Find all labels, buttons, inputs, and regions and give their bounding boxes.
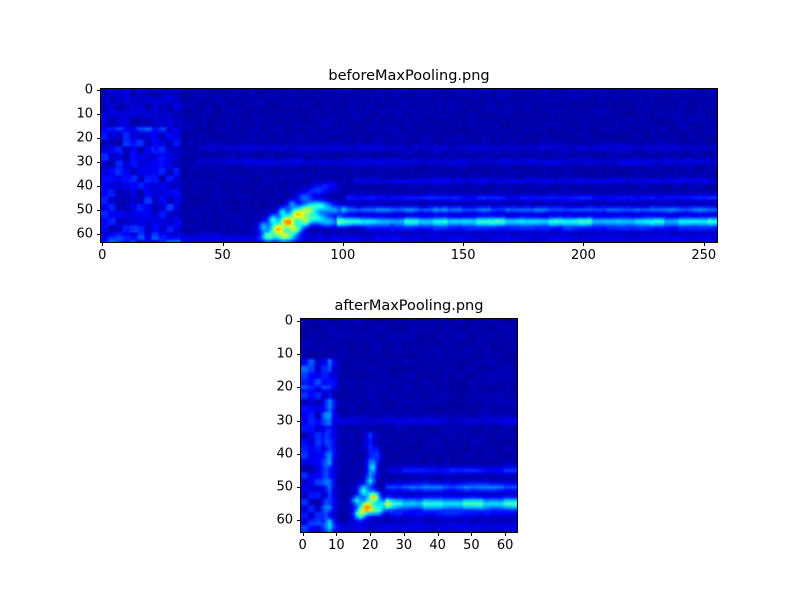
plot-title-after: afterMaxPooling.png: [334, 298, 484, 314]
y-tick-mark: [97, 161, 101, 163]
x-tick-label: 0: [298, 538, 307, 553]
heatmap-image-after: [301, 319, 517, 532]
y-tick-label: 50: [76, 202, 93, 218]
x-tick-mark: [505, 532, 507, 536]
x-tick-mark: [342, 242, 344, 246]
x-tick-label: 50: [463, 538, 480, 553]
y-tick-mark: [297, 453, 301, 455]
y-tick-label: 40: [276, 446, 293, 462]
y-tick-mark: [97, 114, 101, 116]
y-tick-label: 10: [276, 346, 293, 362]
y-tick-mark: [97, 209, 101, 211]
y-tick-label: 0: [84, 82, 93, 98]
y-tick-mark: [297, 520, 301, 522]
x-tick-label: 60: [496, 538, 514, 553]
plot-after-maxpooling: afterMaxPooling.png 0 10 20 30 40 50 60 0 10 20 30…: [276, 298, 518, 552]
y-tick-mark: [297, 420, 301, 422]
x-tick-mark: [370, 532, 372, 536]
x-tick-mark: [403, 532, 405, 536]
y-tick-label: 10: [76, 106, 93, 122]
y-tick-mark: [297, 320, 301, 322]
x-tick-label: 0: [98, 248, 107, 263]
x-tick-label: 250: [691, 248, 717, 263]
x-tick-label: 20: [361, 538, 379, 553]
x-tick-mark: [102, 242, 104, 246]
y-tick-label: 60: [76, 226, 93, 242]
x-tick-label: 30: [395, 538, 413, 553]
y-tick-label: 20: [76, 130, 93, 146]
x-tick-mark: [302, 532, 304, 536]
x-tick-label: 10: [328, 538, 345, 553]
y-tick-mark: [97, 138, 101, 139]
x-tick-mark: [471, 532, 473, 536]
y-tick-mark: [97, 185, 101, 187]
x-tick-label: 200: [571, 248, 596, 263]
y-tick-label: 0: [284, 313, 293, 329]
y-tick-label: 60: [276, 512, 293, 528]
plot-title-before: beforeMaxPooling.png: [328, 68, 490, 84]
y-tick-label: 30: [276, 413, 293, 428]
heatmap-image-before: [101, 89, 717, 242]
y-tick-mark: [97, 90, 101, 92]
x-tick-mark: [437, 532, 439, 536]
x-tick-label: 100: [330, 248, 356, 263]
x-tick-mark: [583, 242, 585, 246]
x-tick-label: 150: [450, 248, 476, 263]
y-tick-label: 20: [276, 379, 293, 395]
y-tick-mark: [297, 387, 301, 389]
x-tick-label: 40: [429, 538, 446, 553]
y-tick-mark: [297, 487, 301, 489]
y-tick-mark: [297, 353, 301, 355]
y-tick-label: 40: [76, 178, 93, 194]
plot-before-maxpooling: beforeMaxPooling.png 0 50 100 150 200 250 0 10 2…: [76, 68, 718, 262]
x-tick-mark: [222, 242, 224, 246]
x-tick-mark: [463, 242, 465, 246]
y-tick-label: 50: [276, 479, 293, 495]
y-tick-mark: [97, 233, 101, 235]
x-tick-mark: [703, 242, 705, 246]
y-tick-label: 30: [76, 154, 93, 170]
x-tick-mark: [336, 532, 338, 536]
x-tick-label: 50: [214, 248, 231, 263]
